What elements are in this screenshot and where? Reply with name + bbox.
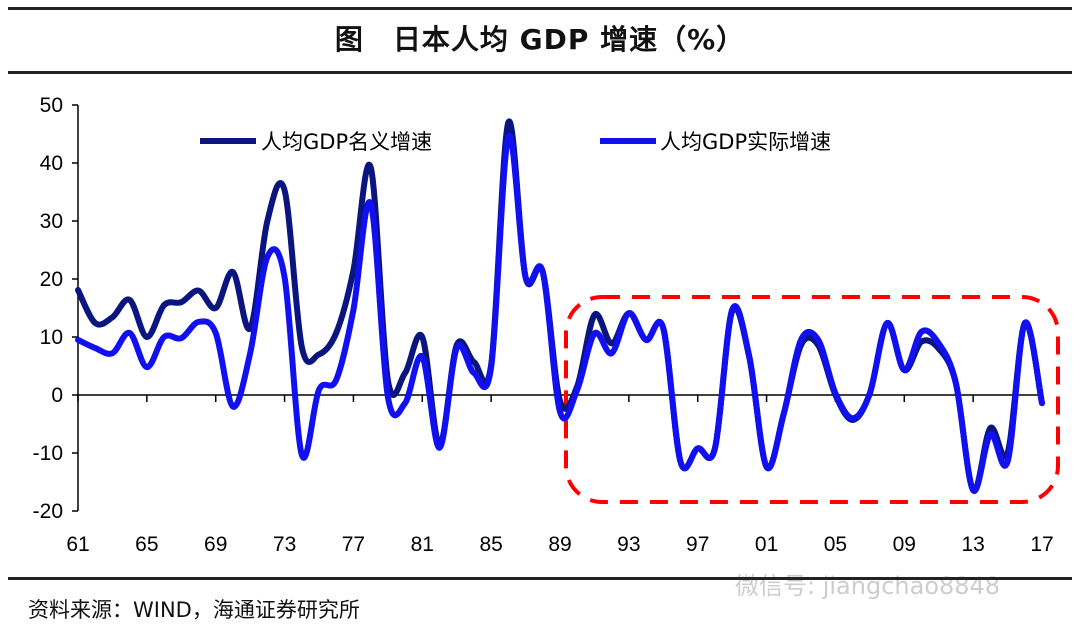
x-tick-label: 93 xyxy=(617,533,640,556)
top-rule xyxy=(8,7,1072,10)
source-note: 资料来源：WIND，海通证券研究所 xyxy=(28,598,360,622)
x-tick-label: 09 xyxy=(893,533,916,556)
x-tick-label: 65 xyxy=(135,533,158,556)
y-tick-label: 50 xyxy=(40,94,63,117)
x-tick-label: 81 xyxy=(411,533,434,556)
legend-label-real: 人均GDP实际增速 xyxy=(660,130,831,154)
legend-label-nominal: 人均GDP名义增速 xyxy=(261,130,432,154)
x-tick-label: 13 xyxy=(961,533,984,556)
x-tick-label: 77 xyxy=(342,533,365,556)
footer-rule xyxy=(8,577,1072,580)
x-tick-label: 61 xyxy=(66,533,89,556)
y-tick-label: 30 xyxy=(40,210,63,233)
y-tick-label: -10 xyxy=(33,442,63,465)
series-line-real xyxy=(75,132,1045,494)
x-tick-label: 89 xyxy=(548,533,571,556)
legend: 人均GDP名义增速 人均GDP实际增速 xyxy=(200,130,831,154)
y-tick-label: 20 xyxy=(40,268,63,291)
x-tick-label: 73 xyxy=(273,533,296,556)
series-layer xyxy=(75,118,1045,494)
y-tick-label: 10 xyxy=(40,326,63,349)
y-tick-label: -20 xyxy=(33,500,63,523)
chart-title: 图 日本人均 GDP 增速（%） xyxy=(334,23,746,56)
title-rule xyxy=(8,71,1072,74)
highlight-box xyxy=(564,295,1060,504)
x-tick-label: 85 xyxy=(479,533,502,556)
annotation-layer xyxy=(564,295,1060,504)
y-tick-label: 0 xyxy=(51,384,63,407)
watermark: 微信号: jiangchao8848 xyxy=(735,572,1001,600)
x-tick-label: 17 xyxy=(1030,533,1053,556)
y-tick-label: 40 xyxy=(40,152,63,175)
series-line-nominal xyxy=(75,118,1045,494)
x-tick-label: 69 xyxy=(204,533,227,556)
x-tick-label: 97 xyxy=(686,533,709,556)
x-tick-label: 01 xyxy=(755,533,778,556)
x-tick-label: 05 xyxy=(824,533,847,556)
